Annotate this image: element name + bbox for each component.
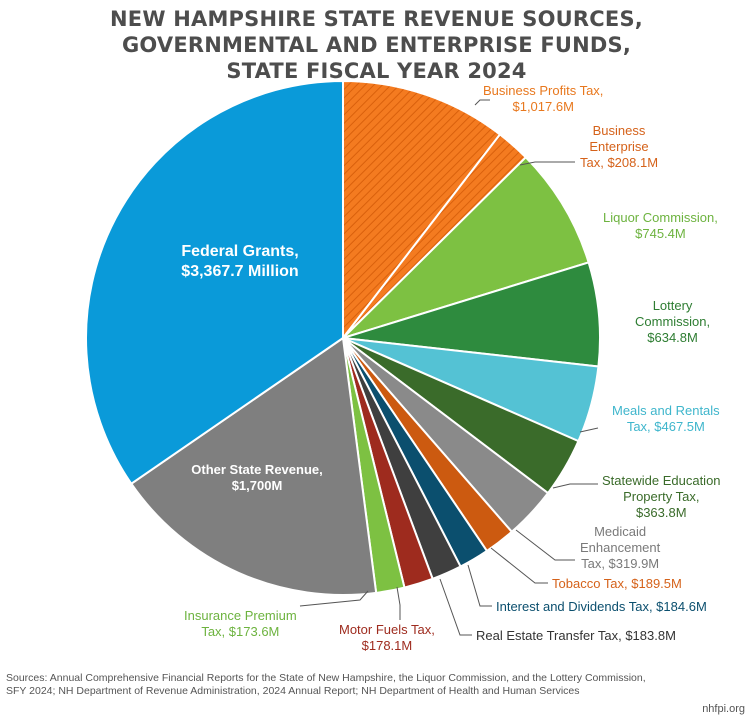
label-line: $745.4M bbox=[635, 226, 686, 241]
label-tobacco-tax: Tobacco Tax, $189.5M bbox=[552, 576, 682, 591]
label-line: Tax, $173.6M bbox=[201, 624, 280, 639]
pie-slice-12 bbox=[129, 336, 378, 596]
label-medicaid-enhancement-tax: Medicaid Enhancement Tax, $319.9M bbox=[580, 524, 660, 572]
label-line: $178.1M bbox=[361, 638, 413, 653]
title-line-1: NEW HAMPSHIRE STATE REVENUE SOURCES, bbox=[110, 7, 643, 31]
label-line: Tax, $208.1M bbox=[580, 155, 659, 170]
label-interest-and-dividends-tax: Interest and Dividends Tax, $184.6M bbox=[496, 599, 707, 614]
label-line: Other State Revenue, bbox=[191, 462, 323, 477]
label-line: $634.8M bbox=[647, 330, 698, 345]
label-line: Commission, bbox=[635, 314, 711, 329]
label-line: Business bbox=[592, 123, 646, 138]
credit-text: nhfpi.org bbox=[702, 703, 745, 715]
leader-line-meals bbox=[579, 427, 599, 433]
leader-line-bpt bbox=[474, 99, 490, 106]
label-line: $363.8M bbox=[635, 505, 687, 520]
label-line: $1,700M bbox=[231, 478, 283, 493]
label-other-state-revenue: Other State Revenue, $1,700M bbox=[182, 462, 332, 494]
label-line: Statewide Education bbox=[602, 473, 721, 488]
label-line: Insurance Premium bbox=[184, 608, 297, 623]
leader-line-tobacco bbox=[490, 547, 548, 584]
title-line-3: STATE FISCAL YEAR 2024 bbox=[226, 59, 527, 83]
leader-line-realestate bbox=[439, 578, 472, 636]
label-line: Tax, $467.5M bbox=[626, 419, 705, 434]
label-line: Tax, $319.9M bbox=[581, 556, 660, 571]
leader-line-motorfuels bbox=[396, 586, 401, 620]
leader-line-bet bbox=[519, 161, 575, 166]
label-insurance-premium-tax: Insurance Premium Tax, $173.6M bbox=[184, 608, 297, 640]
label-liquor-commission: Liquor Commission, $745.4M bbox=[603, 210, 718, 242]
label-line: $3,367.7 Million bbox=[181, 263, 299, 280]
label-line: Federal Grants, bbox=[181, 243, 299, 260]
label-motor-fuels-tax: Motor Fuels Tax, $178.1M bbox=[339, 622, 435, 654]
label-business-profits-tax: Business Profits Tax, $1,017.6M bbox=[483, 83, 603, 115]
leader-lines bbox=[299, 99, 599, 636]
label-lottery-commission: Lottery Commission, $634.8M bbox=[635, 298, 710, 346]
sources-note: Sources: Annual Comprehensive Financial … bbox=[6, 672, 746, 698]
label-federal-grants: Federal Grants, $3,367.7 Million bbox=[155, 242, 325, 282]
leader-line-medicaid bbox=[515, 529, 575, 561]
label-line: Liquor Commission, bbox=[603, 210, 718, 225]
leader-line-sept bbox=[552, 483, 598, 489]
leader-line-interest bbox=[467, 564, 492, 607]
sources-line-1: Sources: Annual Comprehensive Financial … bbox=[6, 672, 646, 684]
label-line: Motor Fuels Tax, bbox=[339, 622, 435, 637]
label-real-estate-transfer-tax: Real Estate Transfer Tax, $183.8M bbox=[476, 628, 676, 643]
sources-line-2: SFY 2024; NH Department of Revenue Admin… bbox=[6, 685, 580, 697]
pie-slice-0 bbox=[342, 79, 502, 341]
label-line: Meals and Rentals bbox=[612, 403, 720, 418]
label-line: Property Tax, bbox=[623, 489, 700, 504]
chart-title: NEW HAMPSHIRE STATE REVENUE SOURCES, GOV… bbox=[0, 6, 753, 84]
label-line: Medicaid bbox=[594, 524, 647, 539]
leader-line-insurance bbox=[299, 590, 369, 607]
title-line-2: GOVERNMENTAL AND ENTERPRISE FUNDS, bbox=[121, 33, 632, 57]
pie-slice-2 bbox=[342, 155, 590, 339]
pie-slices bbox=[85, 79, 601, 596]
label-line: Enhancement bbox=[580, 540, 661, 555]
label-statewide-education-property-tax: Statewide Education Property Tax, $363.8… bbox=[602, 473, 721, 521]
label-line: $1,017.6M bbox=[512, 99, 574, 114]
label-line: Lottery bbox=[652, 298, 693, 313]
pie-slice-13 bbox=[85, 79, 344, 486]
label-line: Business Profits Tax, bbox=[483, 83, 604, 98]
label-meals-and-rentals-tax: Meals and Rentals Tax, $467.5M bbox=[612, 403, 720, 435]
label-line: Enterprise bbox=[589, 139, 649, 154]
label-business-enterprise-tax: Business Enterprise Tax, $208.1M bbox=[580, 123, 658, 171]
